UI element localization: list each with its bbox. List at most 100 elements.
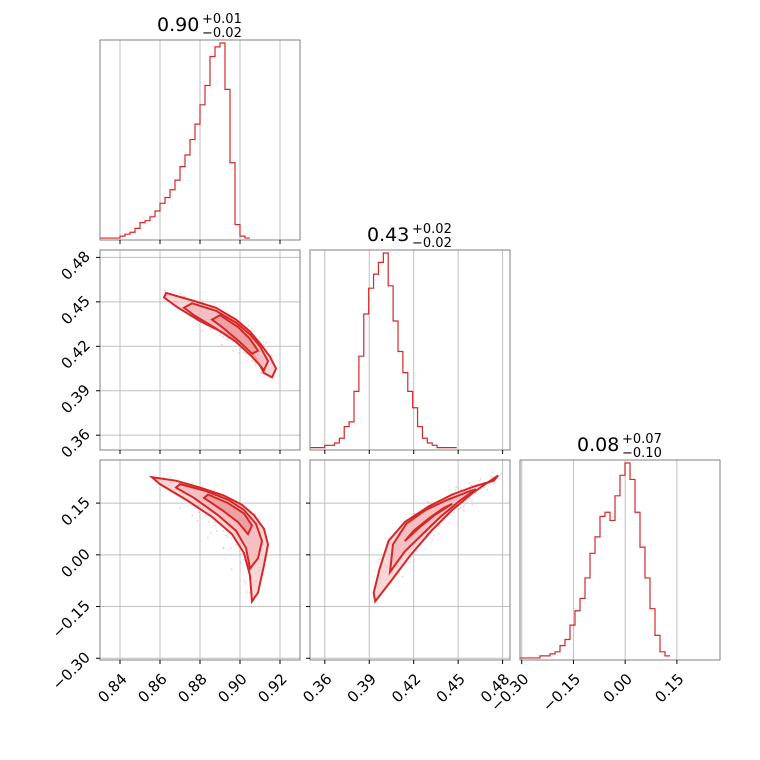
histogram-bar bbox=[418, 427, 423, 450]
sample-point bbox=[469, 484, 472, 487]
histogram-bar bbox=[325, 445, 330, 450]
sample-point bbox=[163, 289, 166, 292]
histogram-p1 bbox=[309, 249, 511, 454]
sample-point bbox=[242, 558, 245, 561]
histogram-bar bbox=[339, 438, 344, 450]
sample-point bbox=[242, 351, 245, 354]
sample-point bbox=[468, 497, 471, 500]
histogram-bar bbox=[215, 47, 220, 240]
sample-point bbox=[206, 536, 209, 539]
sample-point bbox=[254, 364, 257, 367]
histogram-bar bbox=[354, 391, 359, 450]
contour-middle bbox=[388, 488, 477, 576]
x-tick-label-p0: 0.86 bbox=[134, 670, 170, 706]
sample-point bbox=[438, 524, 441, 526]
sample-point bbox=[184, 295, 187, 298]
sample-point bbox=[244, 352, 247, 355]
sample-point bbox=[218, 334, 221, 337]
histogram-bar bbox=[344, 427, 349, 450]
panel-frame bbox=[309, 249, 511, 451]
histogram-bar bbox=[388, 286, 393, 450]
sample-point bbox=[200, 329, 203, 332]
sample-point bbox=[222, 547, 225, 550]
y-tick-label-p1: 0.48 bbox=[57, 248, 93, 284]
histogram-bar bbox=[374, 274, 379, 450]
sample-point bbox=[453, 511, 456, 514]
histogram-bar bbox=[364, 314, 369, 450]
sample-point bbox=[458, 508, 461, 511]
sample-point bbox=[208, 520, 210, 523]
histogram-bar bbox=[330, 445, 335, 450]
sample-point bbox=[232, 349, 235, 352]
histogram-bar bbox=[150, 217, 155, 240]
contour-panel-p1-p2: 0.36 0.39 0.42 0.45 0.48 bbox=[299, 459, 513, 706]
histogram-bar bbox=[565, 639, 570, 660]
histogram-bar bbox=[645, 578, 650, 660]
sample-point bbox=[254, 362, 257, 365]
sample-point bbox=[262, 340, 265, 343]
histogram-bar bbox=[170, 190, 175, 240]
histogram-bar bbox=[334, 443, 339, 450]
histogram-bar bbox=[590, 553, 595, 660]
histogram-bar bbox=[560, 646, 565, 660]
sample-point bbox=[500, 472, 503, 475]
histogram-bar bbox=[230, 163, 235, 240]
sample-point bbox=[477, 480, 480, 483]
sample-point bbox=[214, 521, 217, 524]
sample-point bbox=[378, 558, 381, 561]
sample-point bbox=[462, 509, 465, 512]
sample-point bbox=[437, 533, 440, 535]
sample-point bbox=[483, 486, 486, 489]
histogram-bar bbox=[625, 463, 630, 660]
title-p2-value: 0.08 bbox=[577, 434, 619, 456]
histogram-bar bbox=[235, 225, 240, 240]
sample-point bbox=[385, 538, 387, 540]
sample-point bbox=[431, 539, 434, 541]
histogram-bar bbox=[393, 321, 398, 450]
y-tick-label-p2: 0.00 bbox=[57, 545, 93, 581]
sample-point bbox=[191, 514, 194, 517]
contour-inner bbox=[202, 493, 254, 536]
sample-point bbox=[213, 303, 216, 305]
x-tick-label-p1: 0.45 bbox=[433, 670, 469, 706]
histogram-bar bbox=[200, 105, 205, 240]
x-tick-label-p0: 0.92 bbox=[254, 670, 290, 706]
sample-point bbox=[411, 513, 414, 516]
sample-point bbox=[197, 511, 200, 514]
histogram-bar bbox=[408, 391, 413, 450]
sample-point bbox=[493, 482, 496, 485]
title-p2-plus: +0.07 bbox=[622, 432, 662, 447]
sample-point bbox=[490, 475, 493, 478]
histogram-bar bbox=[427, 443, 432, 450]
histogram-bar bbox=[605, 512, 610, 660]
sample-point bbox=[426, 500, 429, 503]
histogram-bar bbox=[369, 288, 374, 450]
title-p0: 0.90 +0.01 −0.02 bbox=[157, 12, 242, 41]
sample-point bbox=[213, 489, 216, 492]
sample-point bbox=[491, 471, 494, 474]
sample-point bbox=[409, 561, 411, 564]
sample-point bbox=[265, 341, 268, 344]
y-tick-label-p1: 0.36 bbox=[57, 425, 93, 461]
sample-point bbox=[220, 343, 223, 346]
sample-point bbox=[401, 575, 404, 578]
x-tick-label-p0: 0.90 bbox=[214, 670, 250, 706]
histogram-bar bbox=[555, 652, 560, 660]
histogram-bar bbox=[130, 232, 135, 240]
sample-point bbox=[230, 568, 233, 571]
histogram-bar bbox=[210, 57, 215, 240]
histogram-bar bbox=[383, 253, 388, 450]
histogram-bar bbox=[175, 180, 180, 240]
sample-point bbox=[240, 561, 242, 564]
histogram-bar bbox=[413, 408, 418, 450]
histogram-bar bbox=[190, 140, 195, 240]
histogram-bar bbox=[550, 654, 555, 660]
sample-point bbox=[238, 549, 241, 552]
y-tick-label-p1: 0.42 bbox=[57, 336, 93, 372]
title-p2-minus: −0.10 bbox=[622, 446, 662, 461]
histogram-bar bbox=[540, 656, 545, 660]
sample-point bbox=[468, 481, 471, 484]
title-p2: 0.08 +0.07 −0.10 bbox=[577, 432, 662, 461]
sample-point bbox=[176, 308, 179, 311]
sample-point bbox=[196, 520, 199, 522]
